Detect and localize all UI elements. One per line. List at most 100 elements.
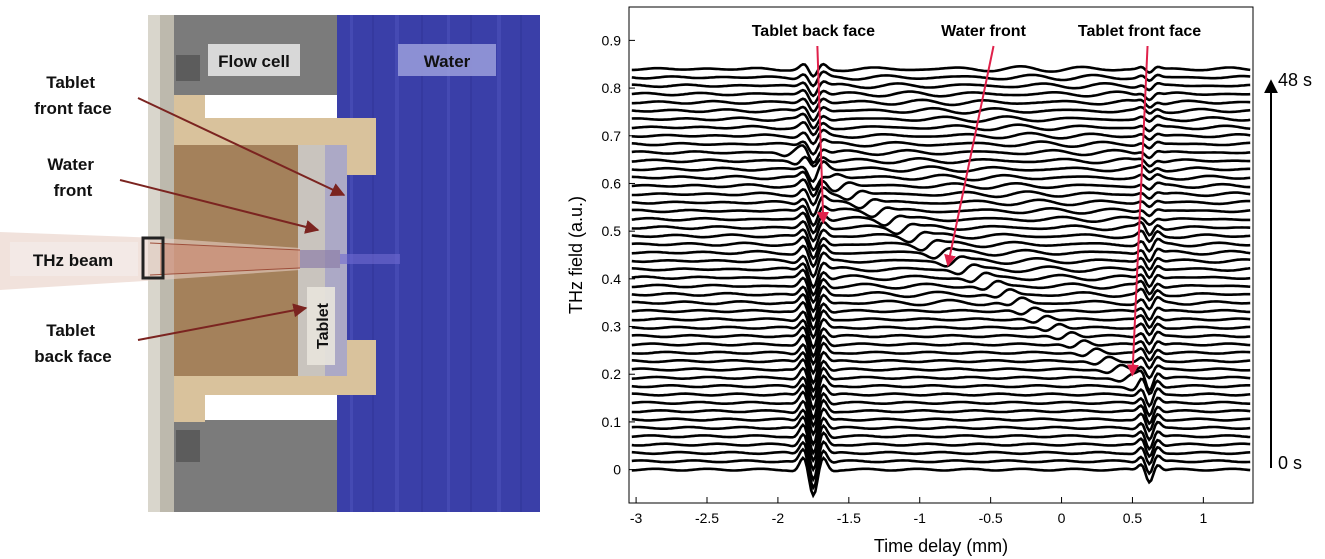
flow-cell-bottom xyxy=(174,420,337,512)
tablet-front-face-label-line1: Tablet xyxy=(46,73,95,92)
y-tick-label: 0.1 xyxy=(602,414,622,430)
y-axis-ticks: 0 0.1 0.2 0.3 0.4 0.5 0.6 0.7 0.8 0.9 xyxy=(602,32,635,478)
trace-line xyxy=(631,144,1251,165)
trace-line xyxy=(631,317,1251,350)
x-tick-label: 0 xyxy=(1058,510,1066,526)
thz-beam-label: THz beam xyxy=(33,251,113,270)
trace-line xyxy=(631,276,1251,305)
x-tick-label: -1 xyxy=(914,510,927,526)
trace-line xyxy=(631,194,1251,218)
y-tick-label: 0.9 xyxy=(602,32,622,48)
x-tick-label: -1.5 xyxy=(837,510,861,526)
trace-line xyxy=(631,70,1251,88)
annotation-group: Tablet back face Water front Tablet front … xyxy=(752,23,1201,377)
trace-line xyxy=(631,423,1251,464)
thz-beam-label-box xyxy=(10,242,138,276)
annotation-arrow xyxy=(816,45,829,225)
trace-line xyxy=(631,138,1251,156)
trace-line xyxy=(631,261,1251,290)
tablet-label: Tablet xyxy=(315,302,332,349)
y-tick-label: 0.2 xyxy=(602,366,622,382)
x-axis-ticks: -3 -2.5 -2 -1.5 -1 -0.5 0 0.5 1 xyxy=(630,497,1207,526)
bolt-bottom xyxy=(176,430,200,462)
trace-line xyxy=(631,415,1251,456)
x-axis-title: Time delay (mm) xyxy=(874,536,1008,556)
trace-line xyxy=(631,350,1251,386)
flow-cell-label: Flow cell xyxy=(218,52,290,71)
trace-line xyxy=(631,97,1251,114)
flow-cell-label-box xyxy=(208,44,300,76)
trace-line xyxy=(631,374,1251,412)
annotation-label: Water front xyxy=(941,23,1026,40)
x-tick-label: 1 xyxy=(1199,510,1207,526)
y-tick-label: 0 xyxy=(613,462,621,478)
trace-line xyxy=(631,128,1251,146)
tablet-back-face-label-line1: Tablet xyxy=(46,321,95,340)
trace-line xyxy=(631,204,1251,228)
trace-line xyxy=(631,300,1251,332)
trace-line xyxy=(631,228,1251,253)
trace-line xyxy=(631,309,1251,340)
trace-line xyxy=(631,112,1251,130)
annotation-arrow xyxy=(944,45,995,267)
annotation-label: Tablet front face xyxy=(1078,23,1201,40)
trace-line xyxy=(631,243,1251,269)
trace-line xyxy=(631,284,1251,314)
trace-line xyxy=(631,325,1251,359)
trace-line xyxy=(631,251,1251,279)
trace-line xyxy=(631,80,1251,98)
trace-group xyxy=(631,62,1251,499)
trace-line xyxy=(631,447,1251,491)
thz-waterfall-chart: -3 -2.5 -2 -1.5 -1 -0.5 0 0.5 1 0 0.1 0.2 0.3 0.4 0.5… xyxy=(566,6,1312,556)
tablet-front-face-label: Tablet front face xyxy=(34,73,111,118)
trace-line xyxy=(631,440,1251,483)
trace-line xyxy=(631,407,1251,447)
trace-line xyxy=(631,160,1251,183)
x-tick-label: -2 xyxy=(772,510,785,526)
trace-line xyxy=(631,178,1251,198)
annotation-label: Tablet back face xyxy=(752,23,875,40)
water-front-arrow xyxy=(119,179,320,234)
time-label-start: 0 s xyxy=(1278,453,1302,473)
y-axis-title: THz field (a.u.) xyxy=(566,196,586,314)
x-tick-label: -0.5 xyxy=(979,510,1003,526)
tablet-front-face-label-line2: front face xyxy=(34,99,111,118)
y-tick-label: 0.3 xyxy=(602,319,622,335)
trace-line xyxy=(631,357,1251,394)
tablet-front-face-arrow xyxy=(137,97,346,196)
x-tick-label: 0.5 xyxy=(1123,510,1143,526)
y-tick-label: 0.6 xyxy=(602,175,622,191)
trace-line xyxy=(631,456,1251,499)
bolt-top xyxy=(176,55,200,81)
trace-line xyxy=(631,185,1251,207)
y-tick-label: 0.4 xyxy=(602,271,622,287)
tablet-holder xyxy=(174,95,376,175)
trace-line xyxy=(631,211,1251,235)
y-tick-label: 0.7 xyxy=(602,128,622,144)
water-label-box xyxy=(398,44,496,76)
plot-frame xyxy=(628,6,1254,504)
trace-line xyxy=(631,292,1251,323)
y-tick-label: 0.5 xyxy=(602,223,622,239)
time-label-end: 48 s xyxy=(1278,70,1312,90)
trace-line xyxy=(631,430,1251,473)
x-tick-label: -3 xyxy=(630,510,643,526)
trace-line xyxy=(631,390,1251,429)
water-front-label: Water front xyxy=(47,155,98,200)
water-front-label-line2: front xyxy=(54,181,93,200)
tablet-holder-lower xyxy=(174,340,376,422)
water-label: Water xyxy=(424,52,471,71)
tablet-back-face-arrow xyxy=(137,303,308,341)
tablet-label-box xyxy=(307,287,335,365)
trace-line xyxy=(631,383,1251,421)
trace-line xyxy=(631,155,1251,168)
trace-line xyxy=(631,235,1251,261)
x-tick-label: -2.5 xyxy=(695,510,719,526)
trace-line xyxy=(631,366,1251,402)
annotation-arrow xyxy=(1126,45,1149,377)
trace-line xyxy=(631,105,1251,123)
y-tick-label: 0.8 xyxy=(602,80,622,96)
flow-cell-schematic: Flow cell Water Tablet THz beam Tablet f… xyxy=(0,15,540,512)
trace-line xyxy=(631,220,1251,243)
trace-line xyxy=(631,341,1251,376)
